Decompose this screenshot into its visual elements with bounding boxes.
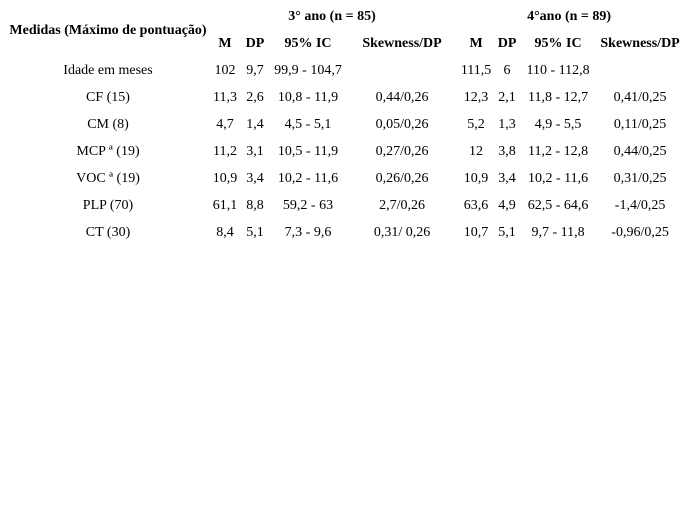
row-label: VOC ª (19) [76, 171, 140, 186]
row-label: CF (15) [86, 90, 130, 105]
cell-ic-g2: 11,2 - 12,8 [527, 144, 589, 159]
cell-m-g2: 111,5 [460, 63, 492, 78]
table-body: Idade em meses 102 9,7 99,9 - 104,7 111,… [8, 57, 682, 246]
row-label: PLP (70) [82, 198, 134, 213]
cell-ic-g1: 59,2 - 63 [282, 198, 334, 213]
cell-m-g1: 8,4 [216, 225, 234, 240]
column-header-skewness-g2: Skewness/DP [600, 36, 680, 51]
cell-skewness-g2 [598, 57, 682, 84]
cell-skewness-g1: 0,44/0,26 [375, 90, 429, 105]
cell-ic-g1: 10,2 - 11,6 [277, 171, 339, 186]
cell-m-g2: 12 [469, 144, 484, 159]
column-header-skewness-g1: Skewness/DP [362, 36, 442, 51]
cell-dp-g1: 2,6 [246, 90, 264, 105]
cell-dp-g2: 3,8 [498, 144, 516, 159]
cell-dp-g1: 5,1 [246, 225, 264, 240]
measures-column-header: Medidas (Máximo de pontuação) [9, 22, 207, 38]
cell-skewness-g1: 2,7/0,26 [379, 198, 425, 213]
cell-ic-g2: 62,5 - 64,6 [527, 198, 589, 213]
cell-dp-g2: 3,4 [498, 171, 516, 186]
table-row: CT (30) 8,4 5,1 7,3 - 9,6 0,31/ 0,26 10,… [8, 219, 682, 246]
group-header-row: Medidas (Máximo de pontuação) 3° ano (n … [8, 3, 682, 38]
cell-dp-g1: 3,4 [246, 171, 264, 186]
cell-dp-g2: 2,1 [498, 90, 516, 105]
column-header-m-g1: M [218, 36, 232, 51]
cell-ic-g2: 11,8 - 12,7 [527, 90, 589, 105]
table-row: VOC ª (19) 10,9 3,4 10,2 - 11,6 0,26/0,2… [8, 165, 682, 192]
cell-ic-g1: 7,3 - 9,6 [284, 225, 332, 240]
cell-skewness-g1: 0,27/0,26 [375, 144, 429, 159]
cell-ic-g1: 10,8 - 11,9 [277, 90, 339, 105]
column-header-dp-g2: DP [497, 36, 517, 51]
table-row: CM (8) 4,7 1,4 4,5 - 5,1 0,05/0,26 5,2 1… [8, 111, 682, 138]
cell-dp-g2: 6 [503, 63, 511, 78]
cell-m-g1: 61,1 [212, 198, 238, 213]
cell-m-g1: 10,9 [212, 171, 238, 186]
table-header: Medidas (Máximo de pontuação) 3° ano (n … [8, 3, 682, 57]
cell-skewness-g2: 0,11/0,25 [613, 117, 667, 132]
column-header-ic-g1: 95% IC [284, 36, 332, 51]
table-row: PLP (70) 61,1 8,8 59,2 - 63 2,7/0,26 63,… [8, 192, 682, 219]
cell-ic-g1: 99,9 - 104,7 [274, 63, 342, 78]
row-label: MCP ª (19) [76, 144, 140, 159]
cell-m-g2: 63,6 [463, 198, 489, 213]
column-header-ic-g2: 95% IC [534, 36, 582, 51]
cell-skewness-g1: 0,05/0,26 [375, 117, 429, 132]
column-header-m-g2: M [469, 36, 483, 51]
cell-m-g2: 10,7 [463, 225, 489, 240]
cell-ic-g2: 110 - 112,8 [526, 63, 590, 78]
cell-ic-g2: 10,2 - 11,6 [527, 171, 589, 186]
group-header-3ano: 3° ano (n = 85) [288, 9, 376, 24]
cell-m-g2: 12,3 [463, 90, 489, 105]
table-row: Idade em meses 102 9,7 99,9 - 104,7 111,… [8, 57, 682, 84]
cell-dp-g2: 4,9 [498, 198, 516, 213]
cell-skewness-g1 [348, 57, 456, 84]
row-label: Idade em meses [63, 63, 153, 78]
cell-ic-g1: 10,5 - 11,9 [277, 144, 339, 159]
cell-dp-g1: 8,8 [246, 198, 264, 213]
cell-m-g1: 11,3 [213, 90, 237, 105]
row-label: CT (30) [85, 225, 131, 240]
row-label: CM (8) [87, 117, 129, 132]
cell-skewness-g1: 0,26/0,26 [375, 171, 429, 186]
cell-dp-g2: 1,3 [498, 117, 516, 132]
cell-m-g2: 10,9 [463, 171, 489, 186]
cell-dp-g1: 3,1 [246, 144, 264, 159]
table-row: CF (15) 11,3 2,6 10,8 - 11,9 0,44/0,26 1… [8, 84, 682, 111]
cell-m-g1: 11,2 [213, 144, 237, 159]
statistics-table: Medidas (Máximo de pontuação) 3° ano (n … [8, 3, 682, 246]
cell-dp-g1: 1,4 [246, 117, 264, 132]
cell-ic-g1: 4,5 - 5,1 [284, 117, 332, 132]
cell-ic-g2: 9,7 - 11,8 [531, 225, 585, 240]
table-row: MCP ª (19) 11,2 3,1 10,5 - 11,9 0,27/0,2… [8, 138, 682, 165]
column-header-dp-g1: DP [245, 36, 265, 51]
cell-m-g1: 102 [214, 63, 236, 78]
cell-skewness-g2: -1,4/0,25 [614, 198, 666, 213]
group-header-4ano: 4°ano (n = 89) [527, 9, 612, 24]
cell-m-g2: 5,2 [467, 117, 485, 132]
cell-m-g1: 4,7 [216, 117, 234, 132]
cell-skewness-g2: -0,96/0,25 [611, 225, 669, 240]
cell-skewness-g2: 0,44/0,25 [613, 144, 667, 159]
cell-skewness-g2: 0,41/0,25 [613, 90, 667, 105]
cell-skewness-g1: 0,31/ 0,26 [373, 225, 431, 240]
cell-dp-g2: 5,1 [498, 225, 516, 240]
column-header-row: M DP 95% IC Skewness/DP M DP 95% IC Skew… [8, 30, 682, 57]
cell-dp-g1: 9,7 [246, 63, 264, 78]
cell-ic-g2: 4,9 - 5,5 [534, 117, 582, 132]
cell-skewness-g2: 0,31/0,25 [613, 171, 667, 186]
